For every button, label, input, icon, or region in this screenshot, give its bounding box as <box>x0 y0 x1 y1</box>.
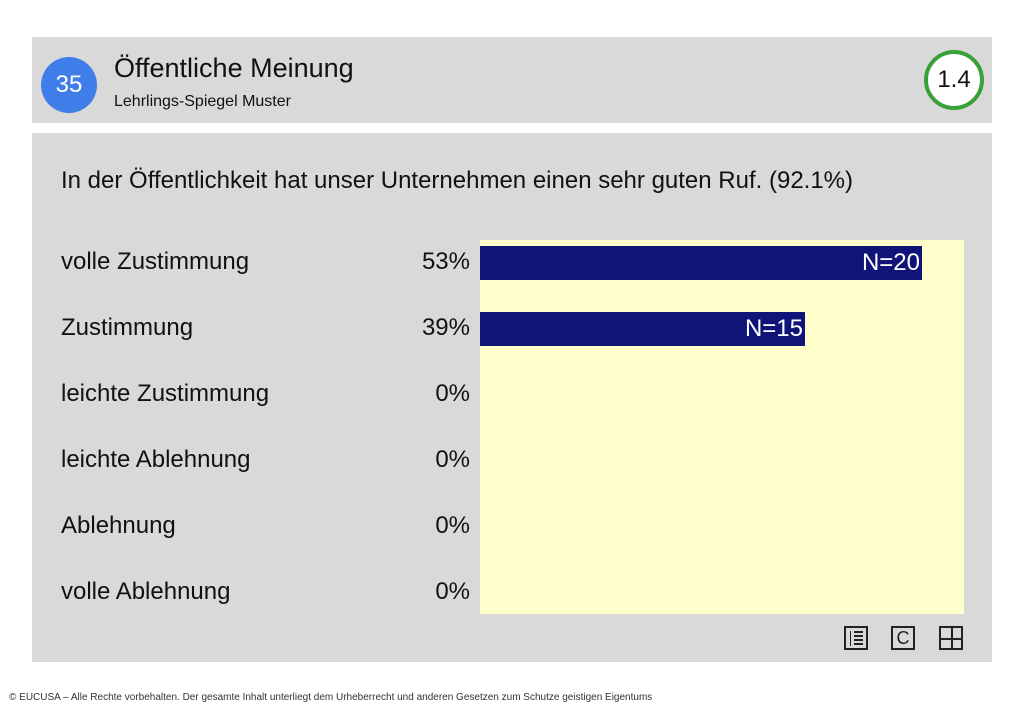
page-subtitle: Lehrlings-Spiegel Muster <box>114 93 291 110</box>
category-label: volle Zustimmung <box>61 248 250 275</box>
percent-label: 0% <box>435 446 470 473</box>
bar: N=20 <box>480 246 922 280</box>
category-label: volle Ablehnung <box>61 578 231 605</box>
percent-label: 53% <box>421 248 470 275</box>
chart-panel: In der Öffentlichkeit hat unser Unterneh… <box>32 133 992 662</box>
percent-label: 0% <box>435 512 470 539</box>
plot-area: N=20 N=15 <box>480 240 964 614</box>
category-label: leichte Zustimmung <box>61 380 270 407</box>
slide-header: 35 Öffentliche Meinung Lehrlings-Spiegel… <box>32 37 992 123</box>
page-title: Öffentliche Meinung <box>114 53 354 83</box>
bar: N=15 <box>480 312 805 346</box>
copyright-footer: © EUCUSA – Alle Rechte vorbehalten. Der … <box>9 692 653 703</box>
section-number-badge: 1.4 <box>924 50 984 110</box>
list-icon[interactable] <box>844 626 868 650</box>
page-number-badge: 35 <box>41 57 97 113</box>
category-label: leichte Ablehnung <box>61 446 251 473</box>
chart-title: In der Öffentlichkeit hat unser Unterneh… <box>61 167 854 194</box>
percent-label: 0% <box>435 578 470 605</box>
percent-label: 39% <box>421 314 470 341</box>
category-label: Ablehnung <box>61 512 176 539</box>
category-label: Zustimmung <box>61 314 194 341</box>
c-icon[interactable]: C <box>891 626 915 650</box>
percent-label: 0% <box>435 380 470 407</box>
grid-icon[interactable] <box>939 626 963 650</box>
